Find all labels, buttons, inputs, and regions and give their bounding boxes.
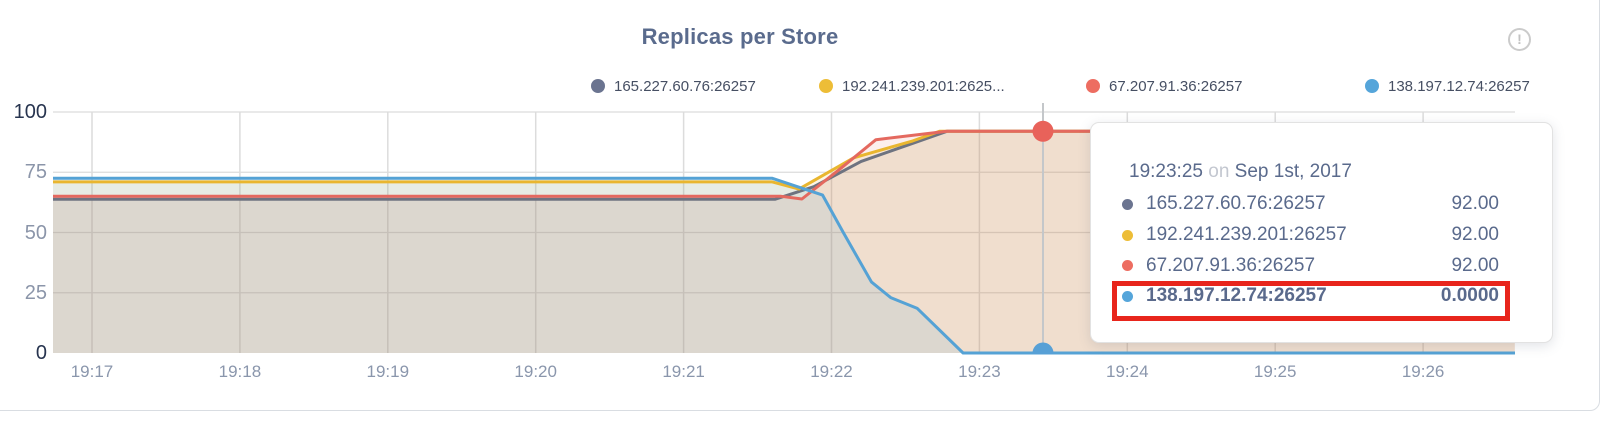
tooltip-row-3: 67.207.91.36:26257 92.00 bbox=[1115, 250, 1513, 281]
tooltip-series-label: 165.227.60.76:26257 bbox=[1146, 193, 1326, 215]
series-dot-icon bbox=[1122, 291, 1133, 303]
series-dot-icon bbox=[1122, 199, 1133, 210]
legend-label: 67.207.91.36:26257 bbox=[1109, 77, 1243, 95]
y-tick-label: 50 bbox=[24, 221, 47, 244]
x-tick-label: 19:24 bbox=[1106, 362, 1149, 381]
chart-card bbox=[0, 0, 1600, 411]
legend-item-3[interactable]: 67.207.91.36:26257 bbox=[1086, 77, 1243, 95]
tooltip-series-value: 0.0000 bbox=[1440, 285, 1499, 307]
x-tick-label: 19:20 bbox=[514, 362, 557, 381]
tooltip-series-label: 192.241.239.201:26257 bbox=[1146, 224, 1347, 246]
x-tick-label: 19:21 bbox=[662, 362, 705, 381]
legend-dot-icon bbox=[1086, 79, 1100, 93]
tooltip-time: 19:23:25 bbox=[1129, 161, 1203, 182]
tooltip-timestamp: 19:23:25 on Sep 1st, 2017 bbox=[1129, 161, 1352, 183]
x-tick-label: 19:22 bbox=[810, 362, 853, 381]
y-tick-label: 100 bbox=[13, 101, 47, 123]
chart-title: Replicas per Store bbox=[641, 24, 839, 49]
tooltip-series-value: 92.00 bbox=[1451, 193, 1499, 215]
x-tick-label: 19:19 bbox=[366, 362, 410, 381]
legend-dot-icon bbox=[591, 79, 605, 93]
legend-label: 138.197.12.74:26257 bbox=[1388, 77, 1530, 95]
legend-dot-icon bbox=[819, 79, 833, 93]
tooltip-series-label: 138.197.12.74:26257 bbox=[1146, 285, 1327, 307]
legend-item-4[interactable]: 138.197.12.74:26257 bbox=[1365, 77, 1530, 95]
tooltip-series-label: 67.207.91.36:26257 bbox=[1146, 254, 1316, 276]
x-tick-label: 19:23 bbox=[958, 362, 1001, 381]
y-tick-label: 75 bbox=[24, 161, 47, 184]
legend-dot-icon bbox=[1365, 79, 1379, 93]
legend-label: 192.241.239.201:2625... bbox=[842, 77, 1005, 95]
x-tick-label: 19:18 bbox=[218, 362, 262, 381]
x-tick-label: 19:17 bbox=[70, 362, 114, 381]
annotation-highlight-box bbox=[1112, 281, 1510, 321]
tooltip-row-1: 165.227.60.76:26257 92.00 bbox=[1115, 189, 1513, 220]
legend-item-1[interactable]: 165.227.60.76:26257 bbox=[591, 77, 756, 95]
legend-label: 165.227.60.76:26257 bbox=[614, 77, 756, 95]
y-tick-label: 0 bbox=[35, 342, 47, 364]
tooltip-row-2: 192.241.239.201:26257 92.00 bbox=[1115, 220, 1513, 251]
hover-tooltip: 19:23:25 on Sep 1st, 2017 165.227.60.76:… bbox=[1090, 122, 1553, 343]
tooltip-series-value: 92.00 bbox=[1451, 224, 1499, 246]
legend-item-2[interactable]: 192.241.239.201:2625... bbox=[819, 77, 1005, 95]
series-dot-icon bbox=[1122, 260, 1133, 272]
x-tick-label: 19:26 bbox=[1401, 362, 1445, 381]
x-tick-label: 19:25 bbox=[1253, 362, 1297, 381]
tooltip-rows: 165.227.60.76:26257 92.00 192.241.239.201:… bbox=[1115, 189, 1513, 312]
tooltip-date: Sep 1st, 2017 bbox=[1234, 161, 1352, 182]
series-dot-icon bbox=[1122, 229, 1133, 241]
tooltip-series-value: 92.00 bbox=[1451, 254, 1499, 276]
tooltip-row-4: 138.197.12.74:26257 0.0000 bbox=[1115, 281, 1513, 312]
info-icon[interactable]: ! bbox=[1508, 28, 1531, 51]
y-tick-label: 25 bbox=[24, 281, 47, 304]
tooltip-on-word: on bbox=[1208, 161, 1230, 182]
